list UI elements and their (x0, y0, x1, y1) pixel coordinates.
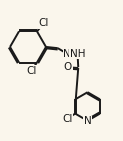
Text: O: O (64, 62, 72, 72)
Text: Cl: Cl (26, 66, 37, 76)
Text: NH: NH (70, 49, 85, 59)
Text: Cl: Cl (39, 18, 49, 28)
Text: Cl: Cl (62, 114, 72, 124)
Text: N: N (63, 49, 71, 59)
Text: N: N (84, 116, 91, 126)
